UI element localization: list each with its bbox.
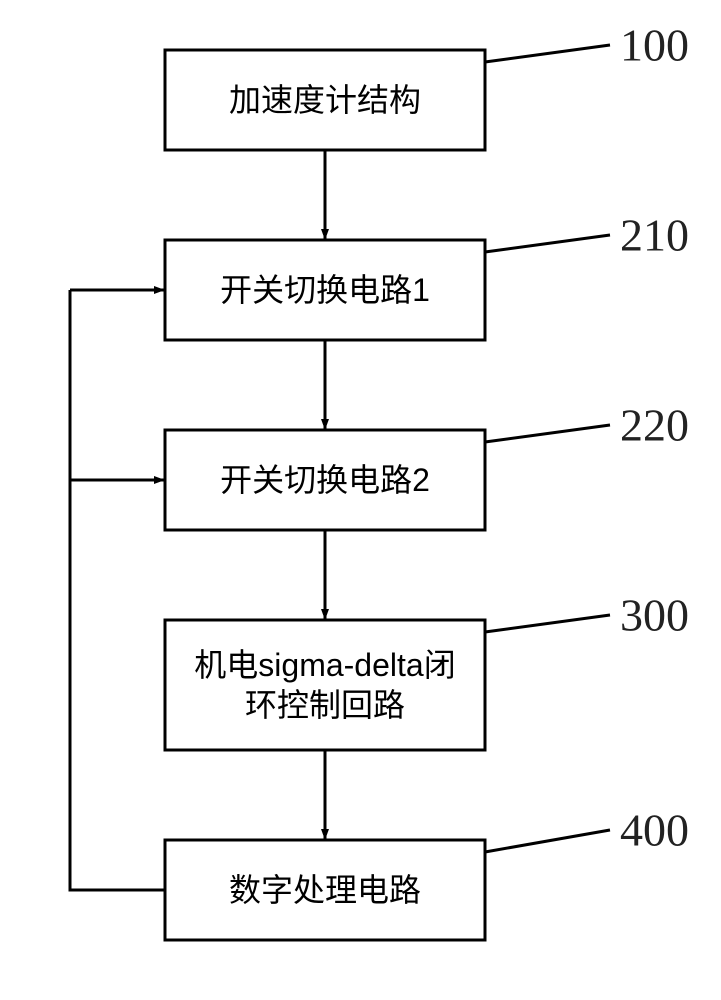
leader-b220 — [485, 425, 610, 442]
leader-b400 — [485, 830, 610, 852]
b100-label-line-0: 加速度计结构 — [229, 82, 421, 118]
leader-b300 — [485, 615, 610, 632]
b210-group: 开关切换电路1 — [165, 240, 485, 340]
b300-rect — [165, 620, 485, 750]
b300-group: 机电sigma-delta闭环控制回路 — [165, 620, 485, 750]
b300-label-line-1: 环控制回路 — [245, 687, 405, 723]
n400-label: 400 — [620, 805, 689, 856]
b400-label-line-0: 数字处理电路 — [229, 872, 421, 908]
b210-label-line-0: 开关切换电路1 — [220, 272, 430, 308]
n100-label: 100 — [620, 20, 689, 71]
b220-label-line-0: 开关切换电路2 — [220, 462, 430, 498]
leader-b100 — [485, 45, 610, 62]
b100-group: 加速度计结构 — [165, 50, 485, 150]
leader-b210 — [485, 235, 610, 252]
n220-label: 220 — [620, 400, 689, 451]
b400-group: 数字处理电路 — [165, 840, 485, 940]
feedback-trunk — [70, 290, 165, 890]
b300-label-line-0: 机电sigma-delta闭 — [194, 647, 455, 683]
b220-group: 开关切换电路2 — [165, 430, 485, 530]
n300-label: 300 — [620, 590, 689, 641]
n210-label: 210 — [620, 210, 689, 261]
